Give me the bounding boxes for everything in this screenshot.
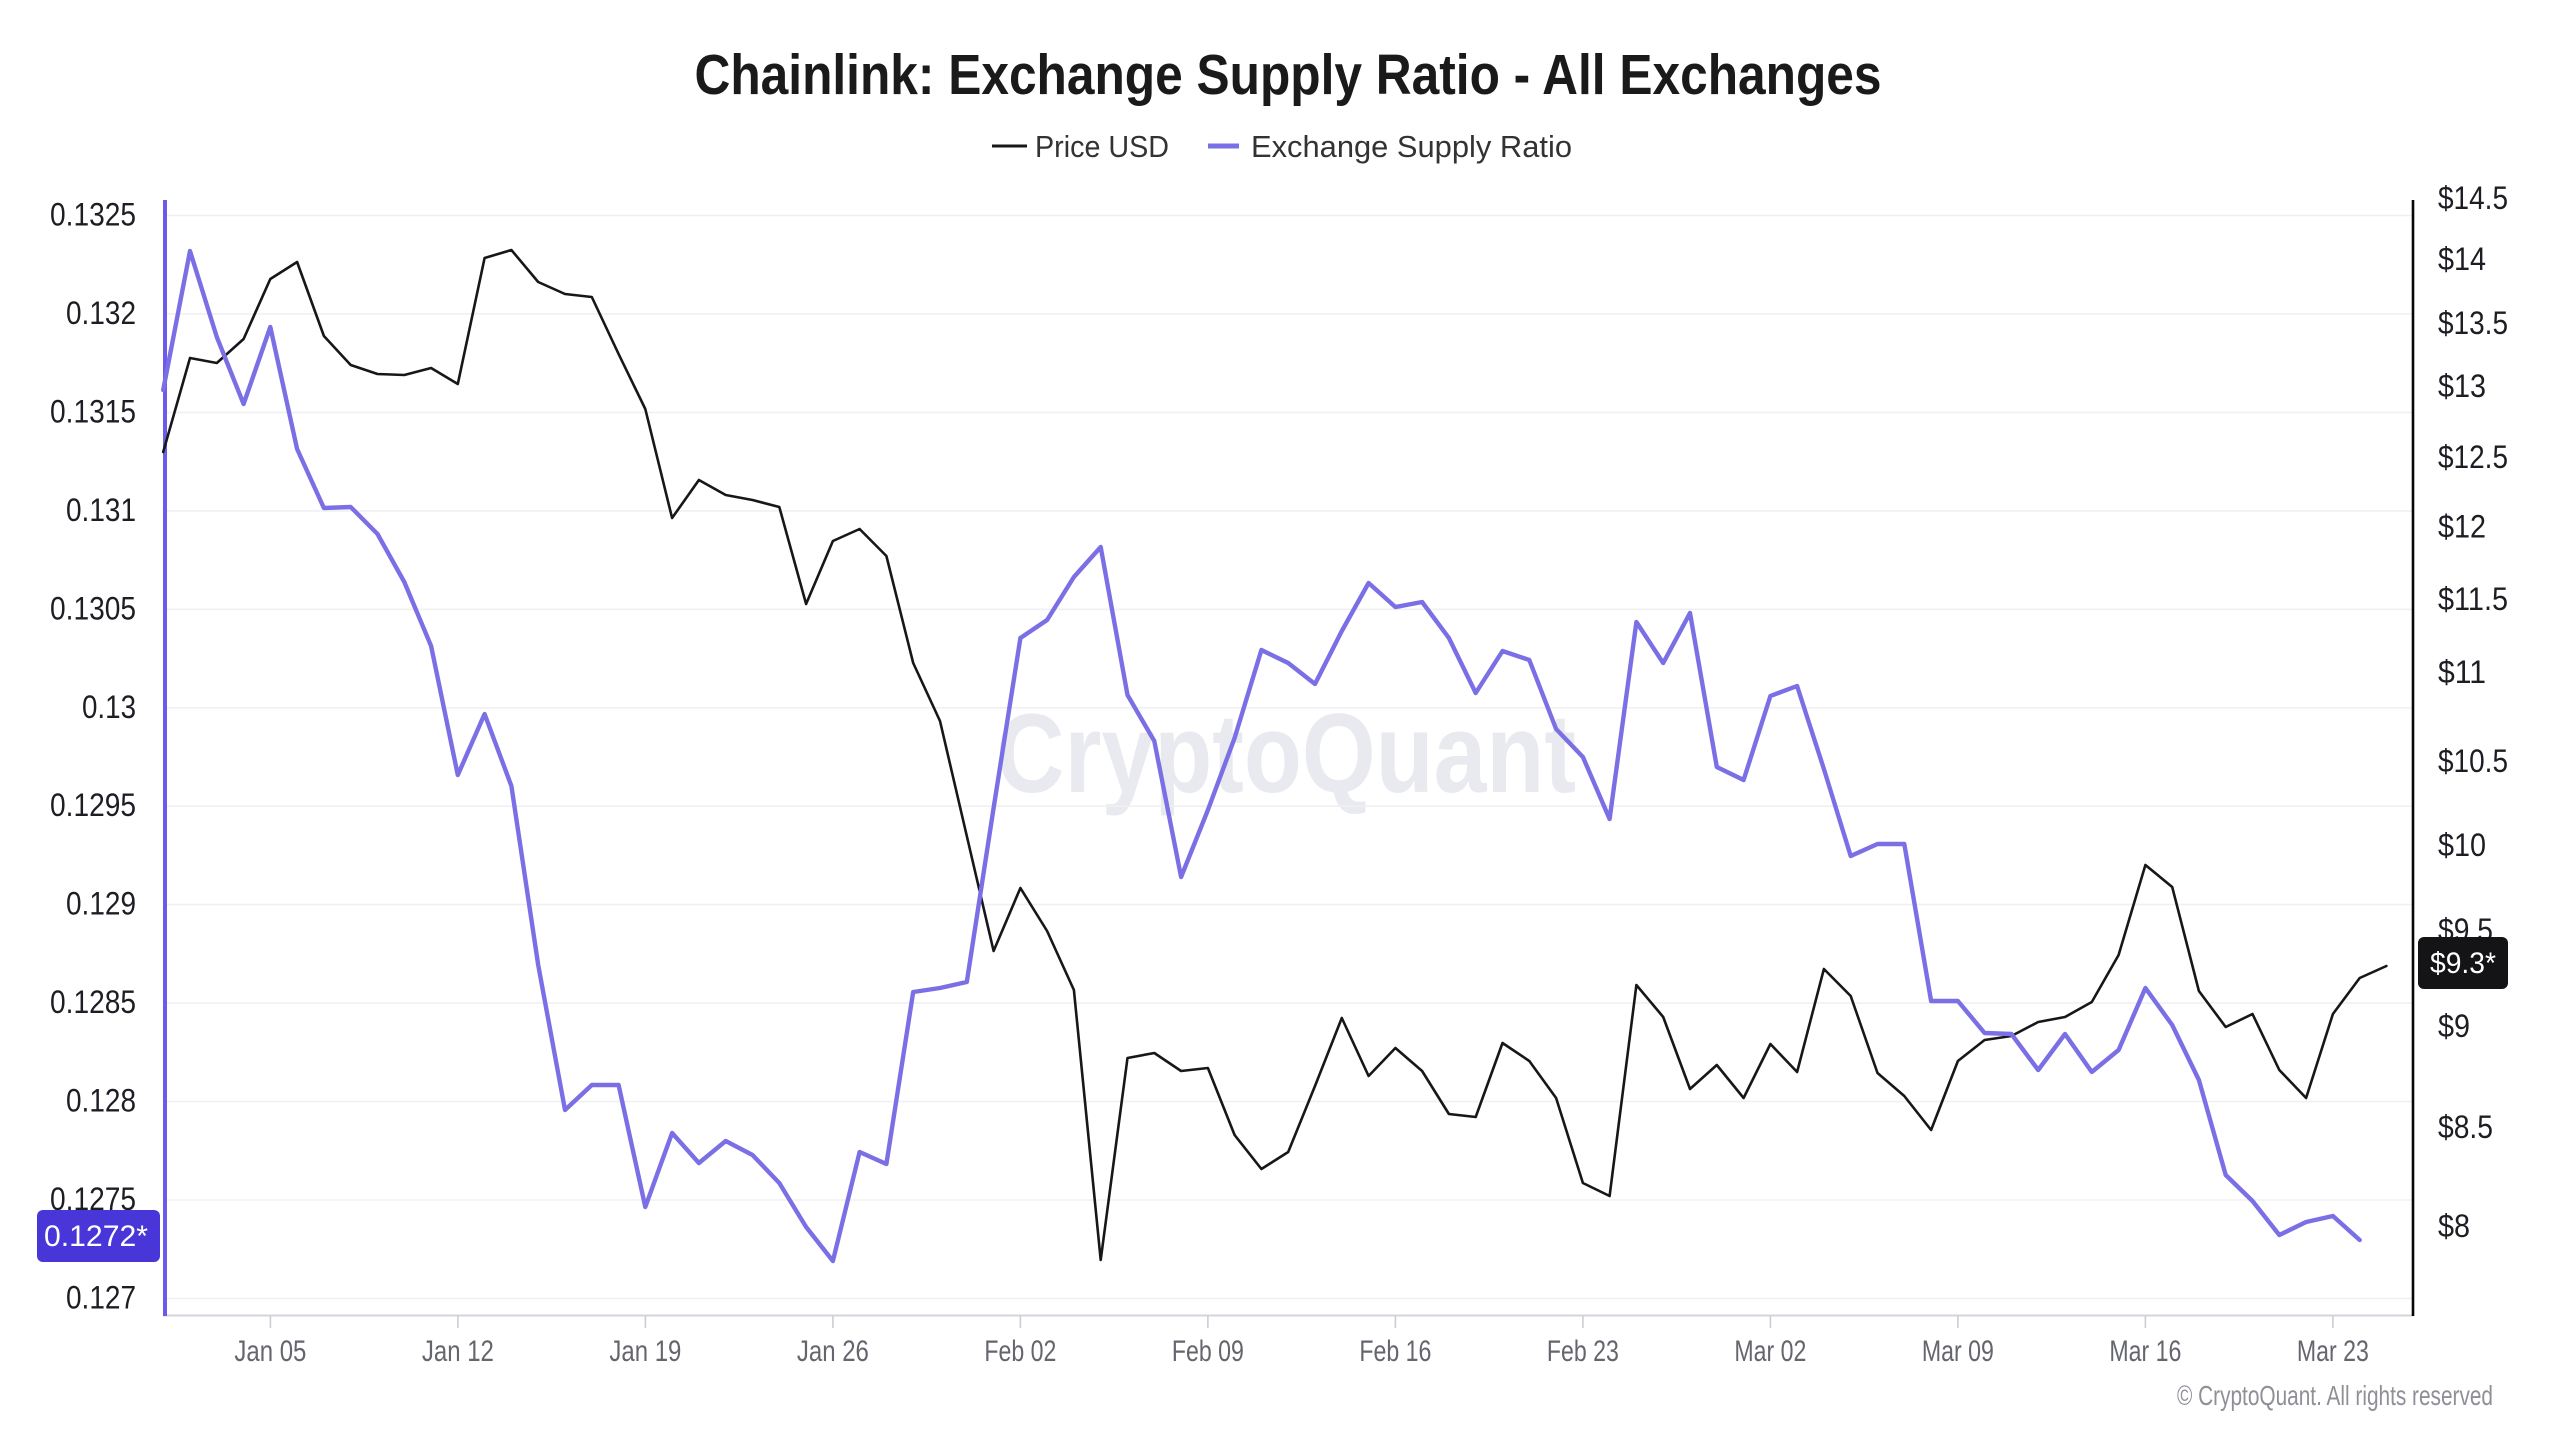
svg-text:$14: $14 [2438, 241, 2486, 277]
svg-text:Feb 09: Feb 09 [1172, 1335, 1244, 1368]
svg-text:0.1295: 0.1295 [50, 787, 136, 823]
svg-text:0.132: 0.132 [66, 295, 136, 331]
svg-text:Mar 16: Mar 16 [2109, 1335, 2181, 1368]
svg-text:$13.5: $13.5 [2438, 305, 2508, 341]
svg-text:$11: $11 [2438, 654, 2486, 690]
svg-text:$8: $8 [2438, 1208, 2470, 1244]
svg-text:0.1325: 0.1325 [50, 197, 136, 233]
svg-text:Mar 02: Mar 02 [1734, 1335, 1806, 1368]
svg-text:Jan 05: Jan 05 [234, 1335, 306, 1368]
svg-text:$12: $12 [2438, 509, 2486, 545]
svg-text:$11.5: $11.5 [2438, 581, 2508, 617]
svg-text:Jan 12: Jan 12 [422, 1335, 494, 1368]
svg-text:$9: $9 [2438, 1008, 2470, 1044]
svg-text:0.129: 0.129 [66, 886, 136, 922]
svg-text:Feb 02: Feb 02 [984, 1335, 1056, 1368]
svg-text:Mar 23: Mar 23 [2297, 1335, 2369, 1368]
svg-text:© CryptoQuant. All rights rese: © CryptoQuant. All rights reserved [2177, 1380, 2493, 1411]
svg-text:Jan 26: Jan 26 [797, 1335, 869, 1368]
svg-text:$14.5: $14.5 [2438, 180, 2508, 216]
svg-text:0.13: 0.13 [82, 689, 136, 725]
svg-text:$8.5: $8.5 [2438, 1109, 2493, 1145]
svg-text:$10: $10 [2438, 827, 2486, 863]
svg-text:$9.3*: $9.3* [2430, 947, 2496, 980]
svg-text:0.1272*: 0.1272* [44, 1220, 148, 1253]
svg-text:Feb 16: Feb 16 [1359, 1335, 1431, 1368]
svg-text:Exchange Supply Ratio: Exchange Supply Ratio [1251, 129, 1572, 164]
svg-text:CryptoQuant: CryptoQuant [996, 691, 1576, 816]
svg-text:0.1305: 0.1305 [50, 590, 136, 626]
svg-text:0.127: 0.127 [66, 1280, 136, 1316]
svg-text:0.128: 0.128 [66, 1083, 136, 1119]
svg-text:0.1315: 0.1315 [50, 393, 136, 429]
svg-text:$12.5: $12.5 [2438, 439, 2508, 475]
svg-text:$10.5: $10.5 [2438, 743, 2508, 779]
svg-text:Feb 23: Feb 23 [1547, 1335, 1619, 1368]
svg-text:0.1285: 0.1285 [50, 984, 136, 1020]
svg-text:Jan 19: Jan 19 [609, 1335, 681, 1368]
svg-text:Mar 09: Mar 09 [1922, 1335, 1994, 1368]
svg-text:$13: $13 [2438, 368, 2486, 404]
svg-text:0.131: 0.131 [66, 492, 136, 528]
svg-text:Chainlink: Exchange Supply Rat: Chainlink: Exchange Supply Ratio - All E… [695, 43, 1882, 107]
svg-text:Price USD: Price USD [1035, 129, 1169, 164]
